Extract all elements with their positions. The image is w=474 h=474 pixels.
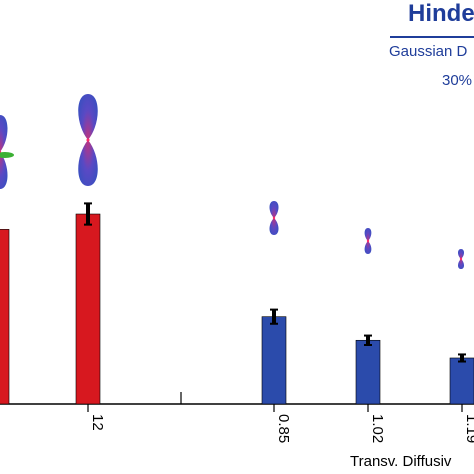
- chart-subtitle: Gaussian D: [389, 43, 468, 60]
- x-tick-label-4: 1.19: [463, 414, 474, 443]
- error-bar-2: [86, 203, 90, 225]
- glyph-1-lobes: [0, 115, 8, 189]
- glyph-5: [458, 249, 464, 269]
- glyph-1-ring: [0, 152, 14, 158]
- chart-note: 30%: [442, 72, 473, 89]
- bar-5: [449, 357, 474, 405]
- x-tick-label-2: 0.85: [275, 414, 292, 443]
- glyph-5-lobes-core: [459, 257, 463, 261]
- x-axis-label: Transv. Diffusiv: [350, 453, 452, 470]
- glyph-2-lobes-core: [86, 138, 90, 142]
- glyph-3: [269, 201, 279, 235]
- title-underline: [390, 36, 474, 38]
- error-bar-5: [460, 354, 464, 362]
- glyph-1: [0, 115, 14, 189]
- bar-2: [75, 213, 101, 405]
- glyph-2: [78, 94, 98, 186]
- glyph-3-lobes-core: [272, 216, 276, 220]
- x-tick-label-3: 1.02: [369, 414, 386, 443]
- bar-3: [261, 316, 287, 405]
- glyph-4: [364, 228, 372, 254]
- bar-1: [0, 229, 10, 405]
- error-bar-3: [272, 309, 276, 324]
- chart-title: Hinde: [408, 0, 474, 27]
- error-bar-4: [366, 335, 370, 345]
- x-tick-label-1: 12: [89, 414, 106, 431]
- glyph-4-lobes-core: [366, 239, 370, 243]
- bar-4: [355, 339, 381, 405]
